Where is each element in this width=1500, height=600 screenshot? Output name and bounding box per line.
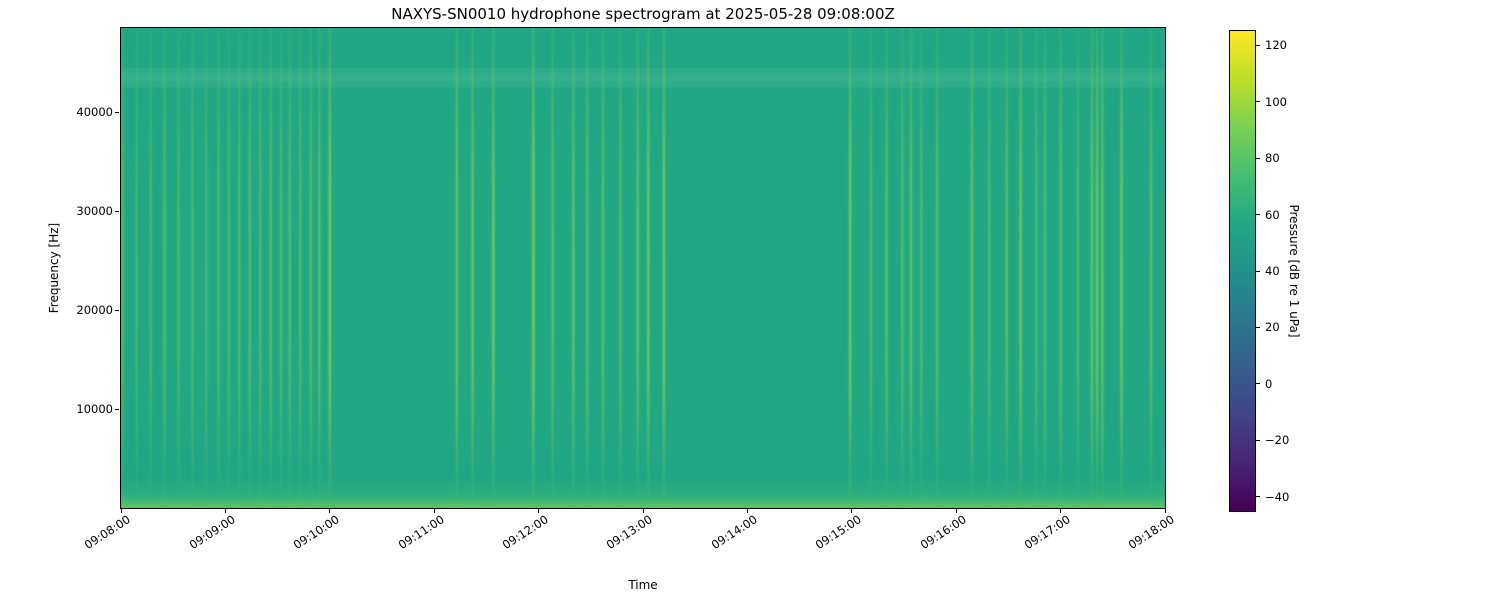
x-tick-mark (851, 509, 853, 513)
x-tick-mark (538, 509, 540, 513)
y-tick-mark (115, 309, 119, 311)
y-tick-mark (115, 111, 119, 113)
y-tick-label: 40000 (76, 105, 113, 120)
colorbar-label: Pressure [dB re 1 uPa] (1287, 204, 1301, 338)
colorbar-tick-mark (1256, 44, 1260, 46)
colorbar-tick-mark (1256, 383, 1260, 385)
y-tick-label: 10000 (76, 402, 113, 417)
x-tick-text: 09:18:00 (1126, 512, 1178, 553)
x-tick-mark (329, 509, 331, 513)
x-tick-mark (433, 509, 435, 513)
colorbar-tick-mark (1256, 439, 1260, 441)
colorbar-tick-mark (1256, 496, 1260, 498)
x-tick-mark (1164, 509, 1166, 513)
colorbar-tick-mark (1256, 270, 1260, 272)
x-tick-mark (746, 509, 748, 513)
colorbar-tick-label: 100 (1265, 94, 1287, 109)
colorbar (1229, 30, 1256, 512)
x-tick-mark (1060, 509, 1062, 513)
y-tick-mark (115, 210, 119, 212)
spectrogram-image (121, 28, 1165, 508)
colorbar-tick-mark (1256, 157, 1260, 159)
x-tick-label: 09:18:00 (970, 512, 1177, 552)
y-tick-mark (115, 408, 119, 410)
y-tick-label: 20000 (76, 303, 113, 318)
colorbar-tick-mark (1256, 214, 1260, 216)
x-tick-mark (955, 509, 957, 513)
colorbar-tick-label: 20 (1265, 320, 1280, 335)
colorbar-tick-label: −40 (1265, 489, 1290, 504)
x-tick-mark (224, 509, 226, 513)
plot-area (120, 27, 1166, 509)
y-axis-label: Frequency [Hz] (47, 222, 61, 314)
x-tick-mark (120, 509, 122, 513)
colorbar-tick-label: 40 (1265, 264, 1280, 278)
chart-title: NAXYS-SN0010 hydrophone spectrogram at 2… (391, 5, 895, 23)
colorbar-tick-mark (1256, 326, 1260, 328)
colorbar-tick-label: 60 (1265, 207, 1280, 222)
colorbar-tick-label: −20 (1265, 433, 1290, 448)
colorbar-tick-mark (1256, 101, 1260, 103)
colorbar-tick-label: 120 (1265, 38, 1287, 53)
x-axis-label: Time (628, 578, 658, 592)
colorbar-tick-label: 80 (1265, 151, 1280, 166)
y-tick-label: 30000 (76, 204, 113, 219)
colorbar-tick-label: 0 (1265, 376, 1273, 391)
x-tick-mark (642, 509, 644, 513)
